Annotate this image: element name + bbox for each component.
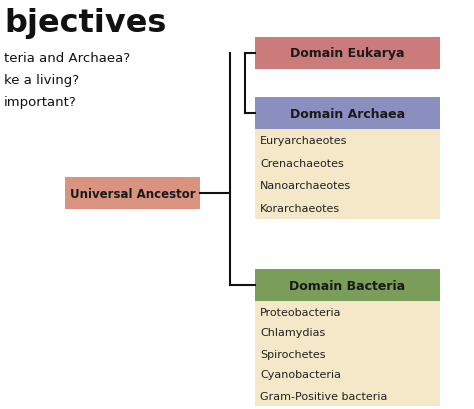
Text: Spirochetes: Spirochetes xyxy=(260,348,326,359)
Text: ke a living?: ke a living? xyxy=(4,74,79,87)
Text: Proteobacteria: Proteobacteria xyxy=(260,307,341,317)
Text: bjectives: bjectives xyxy=(4,8,166,39)
Text: Crenachaeotes: Crenachaeotes xyxy=(260,158,344,169)
FancyBboxPatch shape xyxy=(255,98,440,130)
Text: Chlamydias: Chlamydias xyxy=(260,328,325,338)
Text: Universal Ancestor: Universal Ancestor xyxy=(70,187,195,200)
Text: teria and Archaea?: teria and Archaea? xyxy=(4,52,130,65)
Text: Nanoarchaeotes: Nanoarchaeotes xyxy=(260,181,351,191)
Text: Gram-Positive bacteria: Gram-Positive bacteria xyxy=(260,391,387,400)
Text: Domain Eukarya: Domain Eukarya xyxy=(290,47,405,61)
FancyBboxPatch shape xyxy=(255,270,440,301)
Text: Domain Archaea: Domain Archaea xyxy=(290,107,405,120)
FancyBboxPatch shape xyxy=(255,301,440,406)
Text: Domain Bacteria: Domain Bacteria xyxy=(290,279,406,292)
Text: Cyanobacteria: Cyanobacteria xyxy=(260,370,341,380)
Text: important?: important? xyxy=(4,96,77,109)
FancyBboxPatch shape xyxy=(255,130,440,220)
Text: Korarchaeotes: Korarchaeotes xyxy=(260,203,340,213)
Text: Euryarchaeotes: Euryarchaeotes xyxy=(260,136,347,146)
FancyBboxPatch shape xyxy=(255,38,440,70)
FancyBboxPatch shape xyxy=(65,178,200,209)
